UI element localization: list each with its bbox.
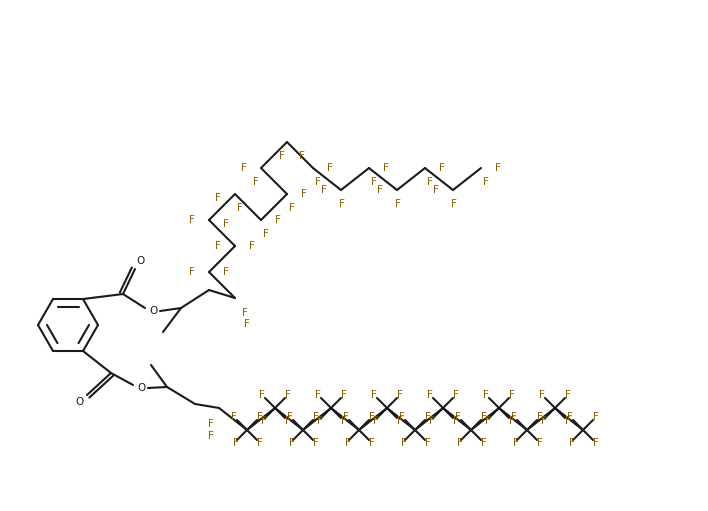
Text: F: F	[399, 412, 405, 422]
Text: F: F	[327, 163, 333, 173]
Text: F: F	[453, 416, 459, 426]
Text: F: F	[593, 412, 599, 422]
Text: F: F	[511, 412, 517, 422]
Text: F: F	[439, 163, 445, 173]
Text: F: F	[223, 267, 229, 277]
Text: F: F	[341, 416, 347, 426]
Text: F: F	[537, 412, 543, 422]
Text: F: F	[208, 419, 214, 429]
Text: O: O	[75, 397, 83, 407]
Text: F: F	[429, 416, 435, 426]
Text: F: F	[565, 390, 571, 400]
Text: F: F	[425, 412, 431, 422]
Text: F: F	[425, 438, 431, 448]
Text: F: F	[223, 219, 229, 229]
Text: F: F	[433, 185, 439, 195]
Text: F: F	[215, 241, 221, 251]
Text: F: F	[237, 203, 243, 213]
Text: F: F	[569, 438, 575, 448]
Text: F: F	[485, 416, 491, 426]
Text: F: F	[369, 438, 375, 448]
Text: F: F	[373, 416, 379, 426]
Text: F: F	[339, 199, 345, 209]
Text: F: F	[565, 416, 571, 426]
Text: F: F	[241, 163, 247, 173]
Text: F: F	[279, 151, 285, 161]
Text: F: F	[483, 177, 489, 187]
Text: F: F	[189, 267, 195, 277]
Text: F: F	[567, 412, 573, 422]
Text: F: F	[401, 438, 407, 448]
Text: F: F	[397, 416, 403, 426]
Text: F: F	[233, 438, 239, 448]
Text: F: F	[369, 412, 375, 422]
Text: F: F	[315, 177, 321, 187]
Text: F: F	[244, 319, 250, 329]
Text: F: F	[317, 416, 323, 426]
Text: F: F	[313, 438, 319, 448]
Text: F: F	[371, 177, 377, 187]
Text: F: F	[287, 412, 293, 422]
Text: F: F	[261, 416, 267, 426]
Text: O: O	[149, 306, 157, 316]
Text: F: F	[253, 177, 259, 187]
Text: F: F	[509, 390, 515, 400]
Text: F: F	[208, 431, 214, 441]
Text: F: F	[495, 163, 501, 173]
Text: F: F	[453, 390, 459, 400]
Text: F: F	[509, 416, 515, 426]
Text: F: F	[315, 390, 321, 400]
Text: F: F	[242, 308, 248, 318]
Text: F: F	[395, 199, 401, 209]
Text: F: F	[345, 438, 351, 448]
Text: F: F	[483, 390, 489, 400]
Text: F: F	[427, 390, 433, 400]
Text: F: F	[257, 412, 263, 422]
Text: F: F	[377, 185, 383, 195]
Text: F: F	[451, 199, 457, 209]
Text: F: F	[481, 412, 487, 422]
Text: F: F	[593, 438, 599, 448]
Text: F: F	[397, 390, 403, 400]
Text: F: F	[455, 412, 461, 422]
Text: F: F	[427, 177, 433, 187]
Text: F: F	[189, 215, 195, 225]
Text: F: F	[539, 390, 545, 400]
Text: O: O	[136, 256, 144, 266]
Text: F: F	[457, 438, 463, 448]
Text: F: F	[289, 438, 295, 448]
Text: F: F	[263, 229, 269, 239]
Text: F: F	[383, 163, 389, 173]
Text: F: F	[343, 412, 349, 422]
Text: F: F	[231, 412, 237, 422]
Text: F: F	[371, 390, 377, 400]
Text: F: F	[313, 412, 319, 422]
Text: F: F	[541, 416, 547, 426]
Text: F: F	[275, 215, 281, 225]
Text: F: F	[289, 203, 295, 213]
Text: F: F	[481, 438, 487, 448]
Text: F: F	[321, 185, 327, 195]
Text: F: F	[513, 438, 519, 448]
Text: O: O	[137, 383, 145, 393]
Text: F: F	[285, 390, 291, 400]
Text: F: F	[301, 189, 307, 199]
Text: F: F	[257, 438, 263, 448]
Text: F: F	[299, 151, 305, 161]
Text: F: F	[215, 193, 221, 203]
Text: F: F	[341, 390, 347, 400]
Text: F: F	[537, 438, 543, 448]
Text: F: F	[259, 390, 265, 400]
Text: F: F	[285, 416, 291, 426]
Text: F: F	[249, 241, 255, 251]
